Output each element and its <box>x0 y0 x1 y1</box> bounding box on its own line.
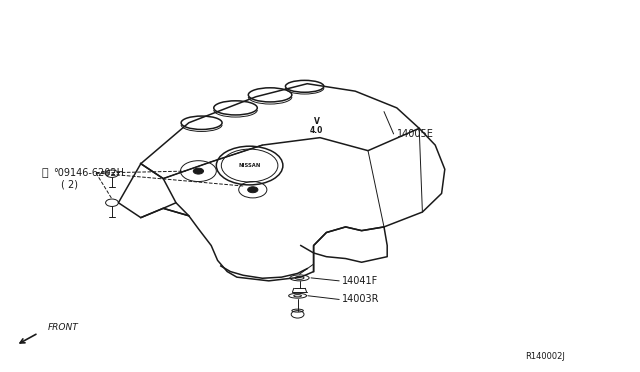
Text: 14003R: 14003R <box>342 295 380 304</box>
Text: 14041F: 14041F <box>342 276 379 286</box>
Circle shape <box>248 187 258 193</box>
Circle shape <box>193 168 204 174</box>
Text: R140002J: R140002J <box>525 352 564 361</box>
Text: NISSAN: NISSAN <box>239 163 260 168</box>
Text: Ⓑ: Ⓑ <box>42 168 48 178</box>
Text: FRONT: FRONT <box>48 323 79 332</box>
Text: ( 2): ( 2) <box>61 179 78 189</box>
Text: °09146-6202H: °09146-6202H <box>53 168 124 178</box>
Text: V
4.0: V 4.0 <box>310 118 323 135</box>
Text: 14005E: 14005E <box>397 129 434 139</box>
